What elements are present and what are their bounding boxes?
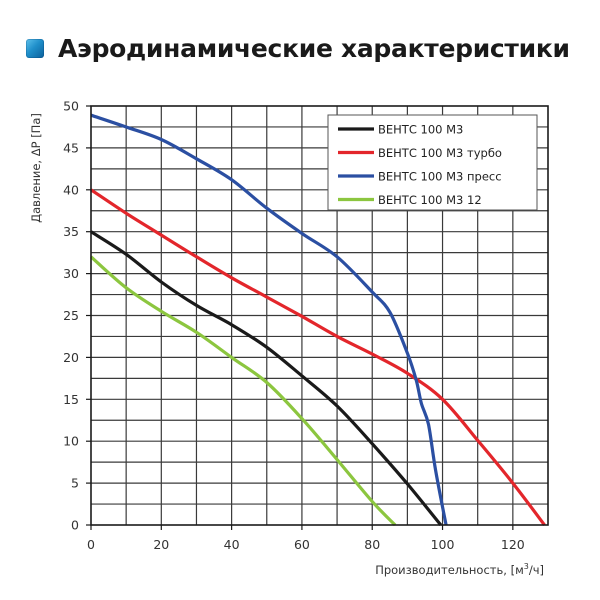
legend-item: ВЕНТС 100 М3 12 [338, 193, 482, 207]
chart-series [89, 113, 546, 527]
y-tick-label: 0 [71, 518, 79, 533]
y-tick-label: 10 [63, 434, 79, 449]
x-tick-label: 80 [364, 537, 380, 552]
y-tick-label: 50 [63, 99, 79, 114]
legend-item: ВЕНТС 100 М3 [338, 123, 463, 137]
x-tick-label: 40 [224, 537, 240, 552]
x-tick-label: 120 [501, 537, 525, 552]
x-tick-label: 20 [153, 537, 169, 552]
blue-square-icon [26, 39, 44, 58]
legend-item: ВЕНТС 100 М3 пресс [338, 170, 502, 184]
series-line-2 [90, 188, 546, 526]
y-tick-label: 25 [63, 308, 79, 323]
y-tick-label: 45 [63, 140, 79, 155]
axis-ticks: 0 20 40 60 80 100 120 0 5 10 15 20 25 30 35 40 45 50 [63, 99, 525, 553]
legend-label: ВЕНТС 100 М3 пресс [378, 170, 502, 184]
legend-label: ВЕНТС 100 М3 турбо [378, 146, 502, 160]
series-line-3 [90, 113, 448, 526]
title-bar: Аэродинамические характеристики [26, 34, 570, 63]
x-tick-label: 100 [431, 537, 455, 552]
x-tick-label: 0 [87, 537, 95, 552]
y-tick-label: 30 [63, 266, 79, 281]
y-tick-label: 5 [71, 476, 79, 491]
x-axis-label: Производительность, [м3/ч] [375, 562, 544, 577]
legend-item: ВЕНТС 100 М3 турбо [338, 146, 502, 160]
y-tick-label: 20 [63, 350, 79, 365]
x-tick-label: 60 [294, 537, 310, 552]
series-line-4 [89, 255, 397, 527]
y-tick-label: 35 [63, 224, 79, 239]
y-axis-label: Давление, ΔP [Па] [29, 113, 43, 223]
series-line-1 [90, 230, 443, 527]
legend-label: ВЕНТС 100 М3 [378, 123, 463, 137]
page-title: Аэродинамические характеристики [58, 34, 570, 63]
y-tick-label: 15 [63, 392, 79, 407]
legend-box [327, 114, 538, 211]
y-tick-label: 40 [63, 182, 79, 197]
chart-legend: ВЕНТС 100 М3 ВЕНТС 100 М3 турбо ВЕНТС 100 … [327, 114, 538, 211]
legend-label: ВЕНТС 100 М3 12 [378, 193, 482, 207]
